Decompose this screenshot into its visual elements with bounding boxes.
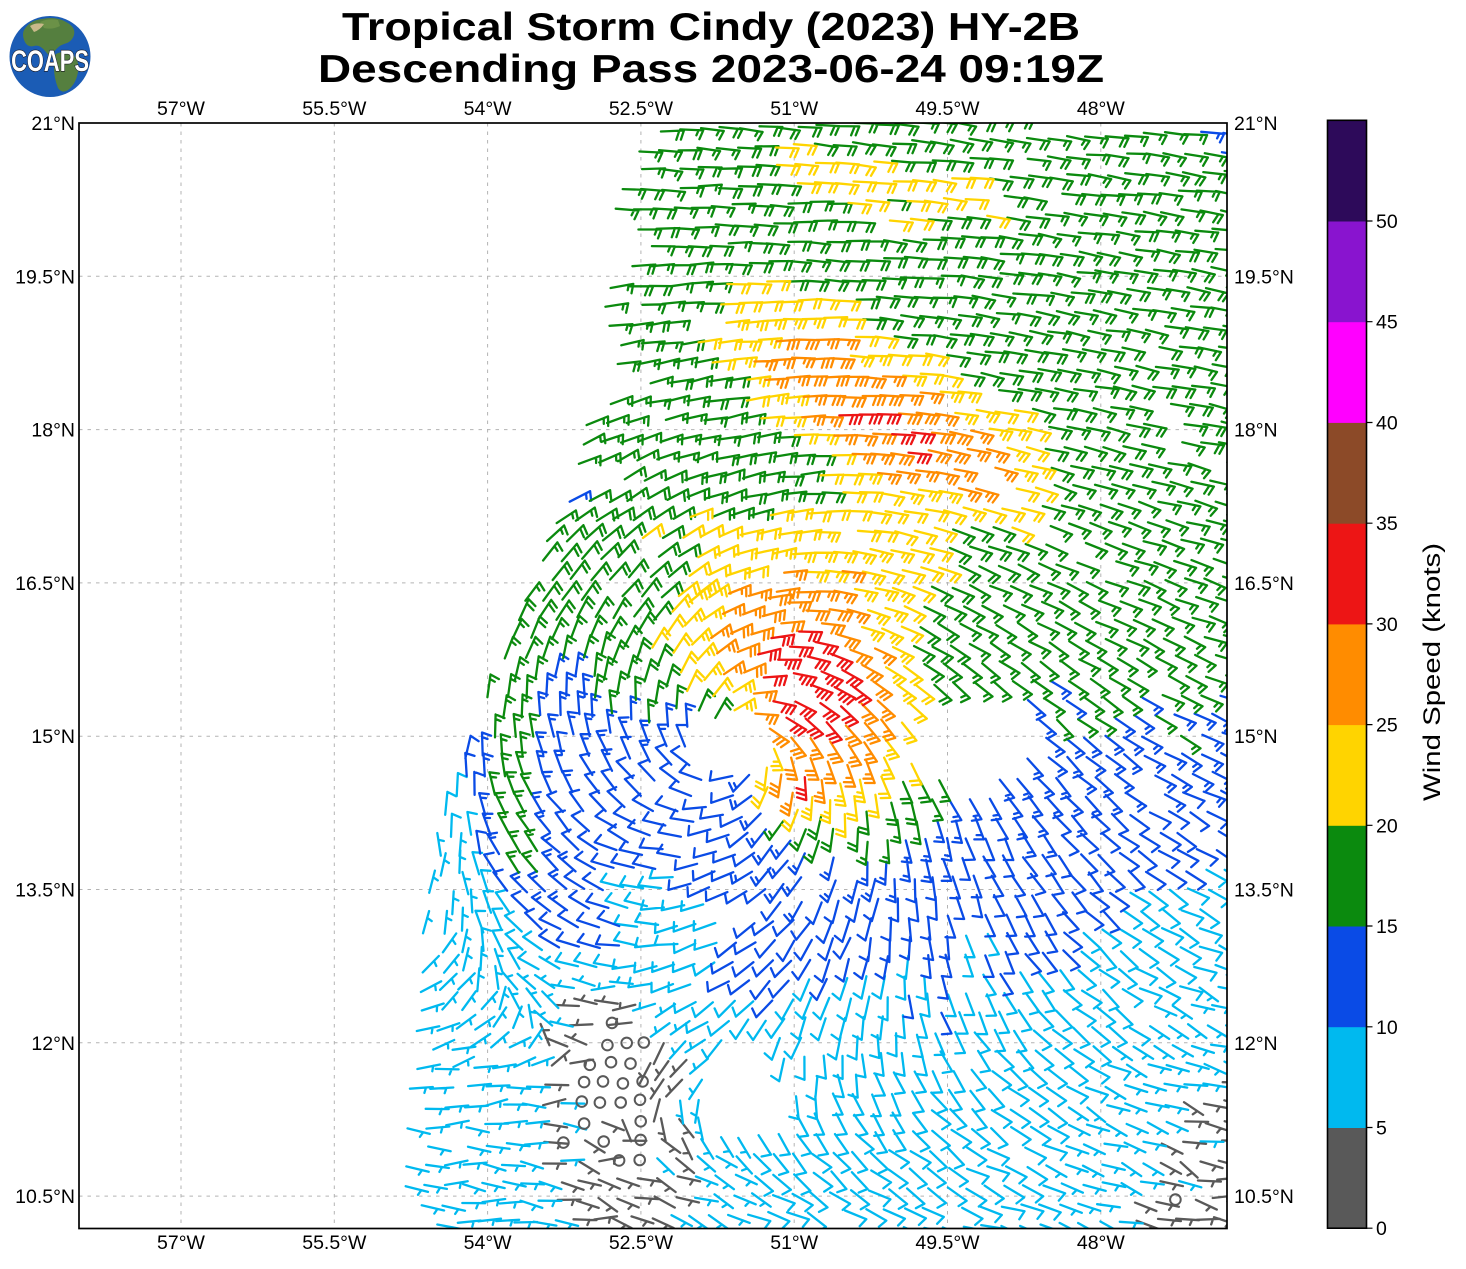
svg-text:25: 25 <box>1376 715 1398 737</box>
svg-text:10: 10 <box>1376 1017 1398 1039</box>
svg-text:COAPS: COAPS <box>11 44 89 78</box>
svg-text:51°W: 51°W <box>770 1232 818 1254</box>
svg-text:49.5°W: 49.5°W <box>915 98 980 120</box>
svg-text:54°W: 54°W <box>464 1232 512 1254</box>
svg-text:19.5°N: 19.5°N <box>15 266 75 288</box>
svg-text:55.5°W: 55.5°W <box>302 98 367 120</box>
svg-text:20: 20 <box>1376 815 1398 837</box>
svg-text:12°N: 12°N <box>1234 1033 1278 1055</box>
svg-text:10.5°N: 10.5°N <box>15 1186 75 1208</box>
svg-text:19.5°N: 19.5°N <box>1234 266 1294 288</box>
svg-text:Wind Speed (knots): Wind Speed (knots) <box>1419 543 1446 801</box>
svg-text:21°N: 21°N <box>31 113 75 135</box>
svg-text:52.5°W: 52.5°W <box>609 98 674 120</box>
svg-text:0: 0 <box>1376 1218 1387 1240</box>
svg-text:48°W: 48°W <box>1077 1232 1125 1254</box>
svg-text:52.5°W: 52.5°W <box>609 1232 674 1254</box>
svg-text:30: 30 <box>1376 614 1398 636</box>
svg-text:57°W: 57°W <box>157 98 205 120</box>
svg-text:5: 5 <box>1376 1118 1387 1140</box>
svg-text:12°N: 12°N <box>31 1033 75 1055</box>
svg-text:21°N: 21°N <box>1234 113 1278 135</box>
svg-text:15: 15 <box>1376 916 1398 938</box>
svg-text:16.5°N: 16.5°N <box>1234 573 1294 595</box>
svg-text:10.5°N: 10.5°N <box>1234 1186 1294 1208</box>
svg-text:50: 50 <box>1376 211 1398 233</box>
svg-text:51°W: 51°W <box>770 98 818 120</box>
svg-text:35: 35 <box>1376 513 1398 535</box>
svg-text:18°N: 18°N <box>1234 420 1278 442</box>
svg-text:13.5°N: 13.5°N <box>15 880 75 902</box>
svg-text:13.5°N: 13.5°N <box>1234 880 1294 902</box>
svg-text:15°N: 15°N <box>1234 726 1278 748</box>
svg-text:16.5°N: 16.5°N <box>15 573 75 595</box>
svg-text:54°W: 54°W <box>464 98 512 120</box>
svg-text:18°N: 18°N <box>31 420 75 442</box>
svg-text:45: 45 <box>1376 312 1398 334</box>
svg-text:Descending Pass 2023-06-24 09:: Descending Pass 2023-06-24 09:19Z <box>318 48 1104 91</box>
svg-text:40: 40 <box>1376 413 1398 435</box>
svg-text:57°W: 57°W <box>157 1232 205 1254</box>
svg-text:55.5°W: 55.5°W <box>302 1232 367 1254</box>
svg-text:48°W: 48°W <box>1077 98 1125 120</box>
svg-text:Tropical Storm Cindy (2023) HY: Tropical Storm Cindy (2023) HY-2B <box>342 6 1080 49</box>
svg-text:15°N: 15°N <box>31 726 75 748</box>
svg-text:49.5°W: 49.5°W <box>915 1232 980 1254</box>
